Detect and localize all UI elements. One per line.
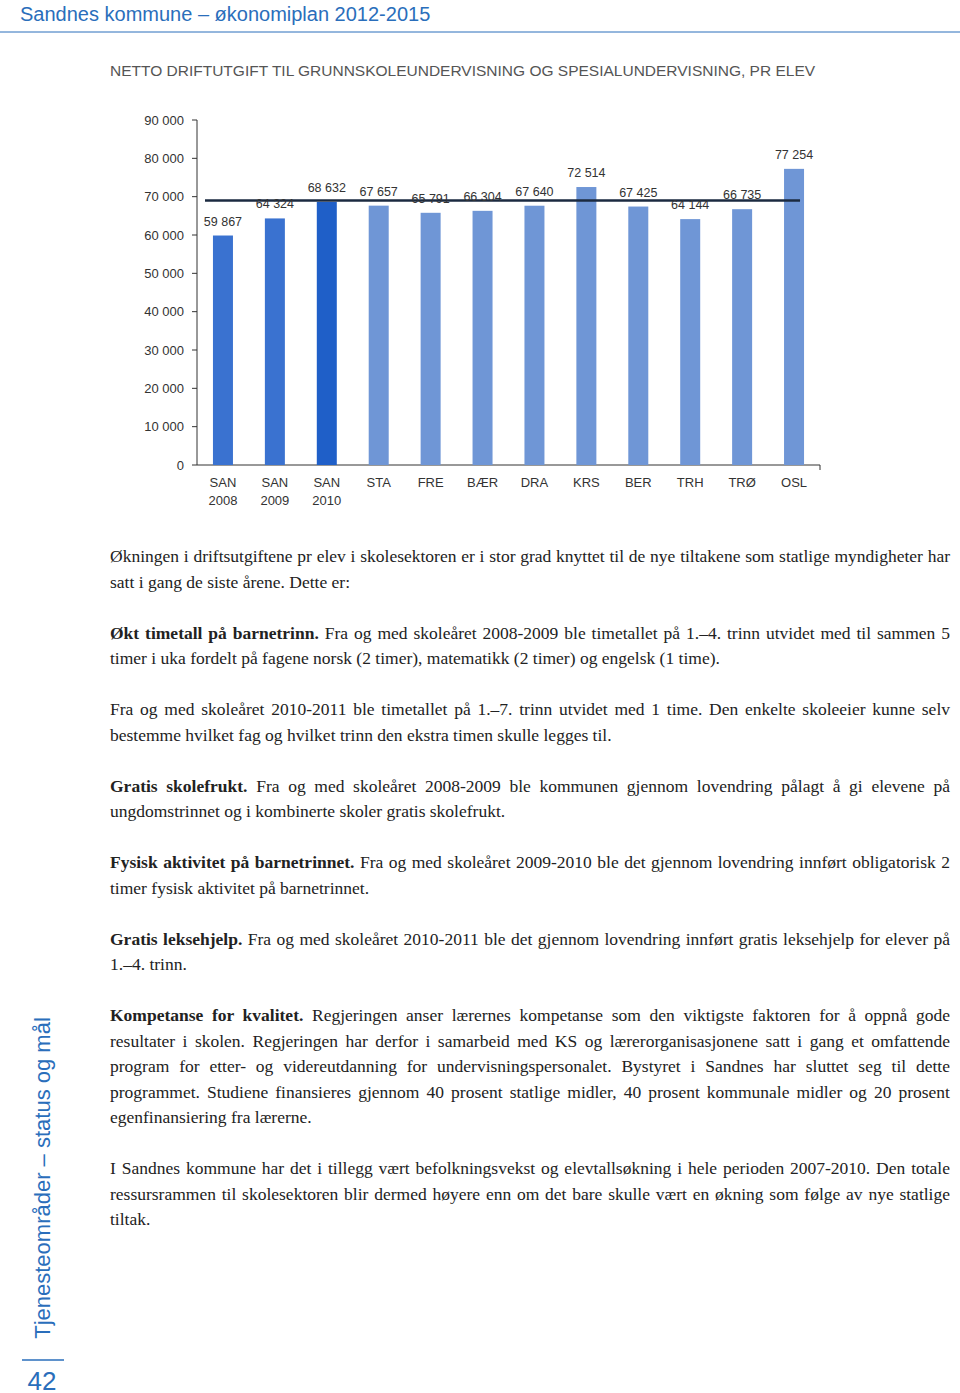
x-tick-label: FRE <box>418 475 444 490</box>
y-axis <box>197 120 198 465</box>
bars <box>205 169 804 465</box>
bar <box>265 218 285 465</box>
y-tick <box>192 196 197 197</box>
y-tick <box>192 465 197 466</box>
y-tick-label: 30 000 <box>144 343 184 358</box>
x-tick-label: SAN 2008 <box>208 475 237 508</box>
y-tick <box>192 388 197 389</box>
y-tick-label: 40 000 <box>144 304 184 319</box>
y-tick <box>192 120 197 121</box>
x-tick-label-line: 2010 <box>312 493 341 508</box>
bar <box>576 187 596 465</box>
paragraph-heading: Økt timetall på barnetrinn. <box>110 623 319 643</box>
x-axis <box>197 465 820 466</box>
bar <box>317 202 337 465</box>
x-tick-label: BER <box>625 475 652 490</box>
y-tick <box>192 273 197 274</box>
paragraph: Gratis leksehjelp. Fra og med skoleåret … <box>110 927 950 978</box>
bar <box>784 169 804 465</box>
paragraph-text: Fra og med skoleåret 2010-2011 ble timet… <box>110 699 950 745</box>
x-tick-label-line: OSL <box>781 475 807 490</box>
data-label: 67 657 <box>360 185 398 199</box>
average-line <box>205 199 800 202</box>
bar <box>680 219 700 465</box>
x-tick-label: TRH <box>677 475 704 490</box>
x-axis-end <box>820 465 821 470</box>
paragraph-heading: Gratis leksehjelp. <box>110 929 242 949</box>
bar <box>473 211 493 465</box>
x-tick-label: TRØ <box>728 475 755 490</box>
y-tick <box>192 158 197 159</box>
x-tick-label: SAN 2009 <box>260 475 289 508</box>
y-tick <box>192 235 197 236</box>
data-label: 68 632 <box>308 181 346 195</box>
paragraph-heading: Gratis skolefrukt. <box>110 776 247 796</box>
y-tick <box>192 311 197 312</box>
y-tick-label: 10 000 <box>144 419 184 434</box>
data-label: 66 735 <box>723 188 761 202</box>
x-tick-label-line: BÆR <box>467 475 498 490</box>
data-label: 64 324 <box>256 197 294 211</box>
x-tick-label: STA <box>367 475 392 490</box>
paragraph-heading: Kompetanse for kvalitet. <box>110 1005 303 1025</box>
paragraph-heading: Fysisk aktivitet på barnetrinnet. <box>110 852 354 872</box>
y-tick-label: 0 <box>177 458 184 473</box>
paragraph-text: I Sandnes kommune har det i tillegg vært… <box>110 1158 950 1229</box>
data-label: 67 425 <box>619 186 657 200</box>
data-label: 66 304 <box>463 190 501 204</box>
data-label: 65 791 <box>412 192 450 206</box>
paragraph: Gratis skolefrukt. Fra og med skoleåret … <box>110 774 950 825</box>
x-tick-label: BÆR <box>467 475 498 490</box>
paragraph: Økningen i driftsutgiftene pr elev i sko… <box>110 544 950 595</box>
x-tick-label-line: SAN <box>210 475 237 490</box>
header-rule <box>0 32 960 33</box>
x-tick-label-line: STA <box>367 475 392 490</box>
x-tick-label-line: KRS <box>573 475 600 490</box>
page-number: 42 <box>28 1366 57 1393</box>
x-tick-label-line: TRH <box>677 475 704 490</box>
y-tick <box>192 426 197 427</box>
bar <box>628 207 648 465</box>
x-tick-label-line: TRØ <box>728 475 755 490</box>
data-label: 59 867 <box>204 215 242 229</box>
x-tick-label-line: DRA <box>521 475 549 490</box>
x-tick-label-line: 2008 <box>208 493 237 508</box>
paragraph: Økt timetall på barnetrinn. Fra og med s… <box>110 621 950 672</box>
page-header: Sandnes kommune – økonomiplan 2012-2015 <box>20 3 430 26</box>
y-tick-label: 80 000 <box>144 151 184 166</box>
bar <box>421 213 441 465</box>
paragraph: Fysisk aktivitet på barnetrinnet. Fra og… <box>110 850 950 901</box>
paragraph: Fra og med skoleåret 2010-2011 ble timet… <box>110 697 950 748</box>
y-tick <box>192 350 197 351</box>
bar <box>369 206 389 465</box>
x-tick-label-line: SAN <box>313 475 340 490</box>
y-tick-label: 60 000 <box>144 228 184 243</box>
x-tick-label: DRA <box>521 475 549 490</box>
paragraph-text: Økningen i driftsutgiftene pr elev i sko… <box>110 546 950 592</box>
page-number-rule <box>22 1359 64 1361</box>
bar <box>524 206 544 465</box>
sidebar-label: Tjenesteområder – status og mål <box>30 1017 55 1339</box>
x-tick-label-line: 2009 <box>260 493 289 508</box>
y-tick-label: 20 000 <box>144 381 184 396</box>
x-tick-label-line: FRE <box>418 475 444 490</box>
chart-title: NETTO DRIFTUTGIFT TIL GRUNNSKOLEUNDERVIS… <box>110 60 910 82</box>
x-tick-label: OSL <box>781 475 807 490</box>
bar <box>213 236 233 465</box>
data-label: 64 144 <box>671 198 709 212</box>
paragraph: Kompetanse for kvalitet. Regjeringen ans… <box>110 1003 950 1131</box>
paragraph: I Sandnes kommune har det i tillegg vært… <box>110 1156 950 1233</box>
bar <box>732 209 752 465</box>
data-label: 67 640 <box>515 185 553 199</box>
x-tick-label: SAN 2010 <box>312 475 341 508</box>
data-label: 72 514 <box>567 166 605 180</box>
x-tick-label-line: SAN <box>262 475 289 490</box>
y-tick-label: 90 000 <box>144 113 184 128</box>
y-tick-label: 70 000 <box>144 189 184 204</box>
x-tick-label-line: BER <box>625 475 652 490</box>
body-text: Økningen i driftsutgiftene pr elev i sko… <box>110 544 950 1258</box>
x-tick-label: KRS <box>573 475 600 490</box>
y-tick-label: 50 000 <box>144 266 184 281</box>
data-label: 77 254 <box>775 148 813 162</box>
